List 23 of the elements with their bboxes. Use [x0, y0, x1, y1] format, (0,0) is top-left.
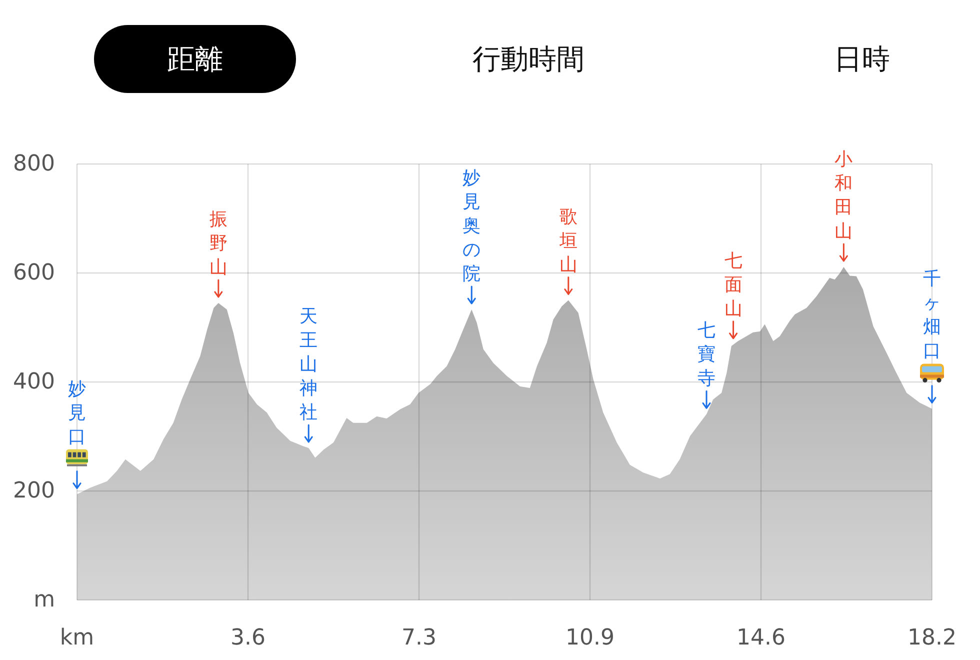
chart-title: 距離: [167, 42, 223, 76]
tab-label: 行動時間: [472, 42, 584, 76]
annotation: 妙見口: [68, 378, 86, 448]
x-tick-label: 10.9: [566, 626, 614, 650]
x-tick-label: 3.6: [230, 626, 266, 650]
y-tick-label: 400: [13, 370, 55, 394]
tab-label: 日時: [834, 42, 890, 76]
annotation: 七寶寺: [698, 320, 716, 390]
y-tick-label: m: [34, 588, 55, 612]
y-tick-label: 600: [13, 260, 55, 286]
annotation: 七面山: [724, 250, 742, 320]
annotation: 振野山: [209, 208, 228, 278]
annotation: 天王山神社: [300, 306, 318, 423]
x-tick-label: 7.3: [402, 626, 436, 650]
y-tick-label: 200: [13, 478, 55, 504]
x-tick-label: km: [60, 626, 94, 650]
annotation: 千ヶ畑口: [923, 268, 941, 362]
y-tick-label: 800: [13, 152, 55, 176]
annotation: 歌垣山: [559, 206, 578, 276]
x-tick-label: 18.2: [908, 626, 956, 650]
annotation: 小和田山: [834, 149, 853, 242]
annotation: 妙見奥の院: [462, 168, 481, 285]
x-tick-label: 14.6: [736, 626, 786, 650]
